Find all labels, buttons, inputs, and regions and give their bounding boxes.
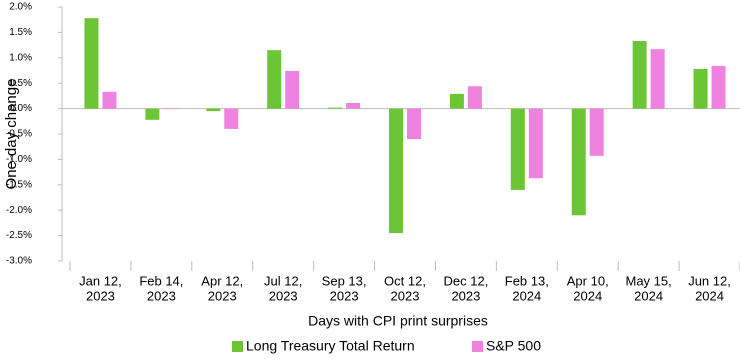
y-tick-label: 2.0% [9,2,32,13]
bar [571,108,586,216]
x-tick-label: Oct 12, [384,273,426,288]
bar [632,41,647,109]
y-tick-label: -1.5% [6,179,32,190]
bar [528,108,543,179]
x-tick-label: Sep 13, [322,273,367,288]
bar [407,108,421,140]
bar [84,18,99,109]
bar [267,50,282,109]
bar [589,108,604,156]
y-tick-label: 1.0% [9,52,32,63]
x-tick-label: Jun 12, [688,273,731,288]
y-tick-label: -0.5% [6,129,32,140]
bar [693,68,708,109]
bar [346,103,361,109]
y-axis-title: One-day change [3,79,20,190]
bar [650,49,665,109]
bar [449,93,464,109]
x-tick-label: 2024 [634,288,663,303]
y-tick-label: -2.5% [6,230,32,241]
x-tick-label: 2023 [451,288,480,303]
x-tick-label: 2023 [269,288,298,303]
bar [163,108,178,110]
y-tick-label: 0.5% [9,78,32,89]
bar [389,108,403,234]
x-tick-label: 2023 [86,288,115,303]
legend-label: Long Treasury Total Return [246,338,415,354]
bar [467,86,482,109]
bar [145,108,160,120]
x-tick-label: 2024 [573,288,602,303]
y-tick-label: 1.5% [9,27,32,38]
x-tick-label: 2023 [147,288,176,303]
y-tick-label: -3.0% [6,256,32,267]
y-tick-label: 0.0% [9,103,32,114]
x-tick-label: May 15, [626,273,672,288]
bar [711,65,726,109]
x-tick-label: 2024 [512,288,541,303]
bar [102,91,117,109]
x-tick-label: 2023 [391,288,420,303]
x-tick-label: Apr 10, [567,273,609,288]
legend-label: S&P 500 [486,338,541,354]
bar [510,108,525,190]
x-tick-label: Apr 12, [201,273,243,288]
x-tick-label: Jan 12, [79,273,122,288]
y-tick-label: -1.0% [6,154,32,165]
bar [328,107,343,109]
x-tick-label: Jul 12, [264,273,302,288]
legend-swatch [232,341,243,352]
x-tick-label: Feb 13, [505,273,549,288]
x-tick-label: Feb 14, [139,273,183,288]
x-tick-label: Dec 12, [444,273,489,288]
y-tick-label: -2.0% [6,205,32,216]
x-tick-label: 2023 [330,288,359,303]
legend-swatch [472,341,483,352]
bar [285,71,300,109]
x-axis-title: Days with CPI print surprises [308,313,488,329]
x-tick-label: 2023 [208,288,237,303]
bar [206,108,221,112]
bar [224,108,239,129]
x-tick-label: 2024 [695,288,724,303]
